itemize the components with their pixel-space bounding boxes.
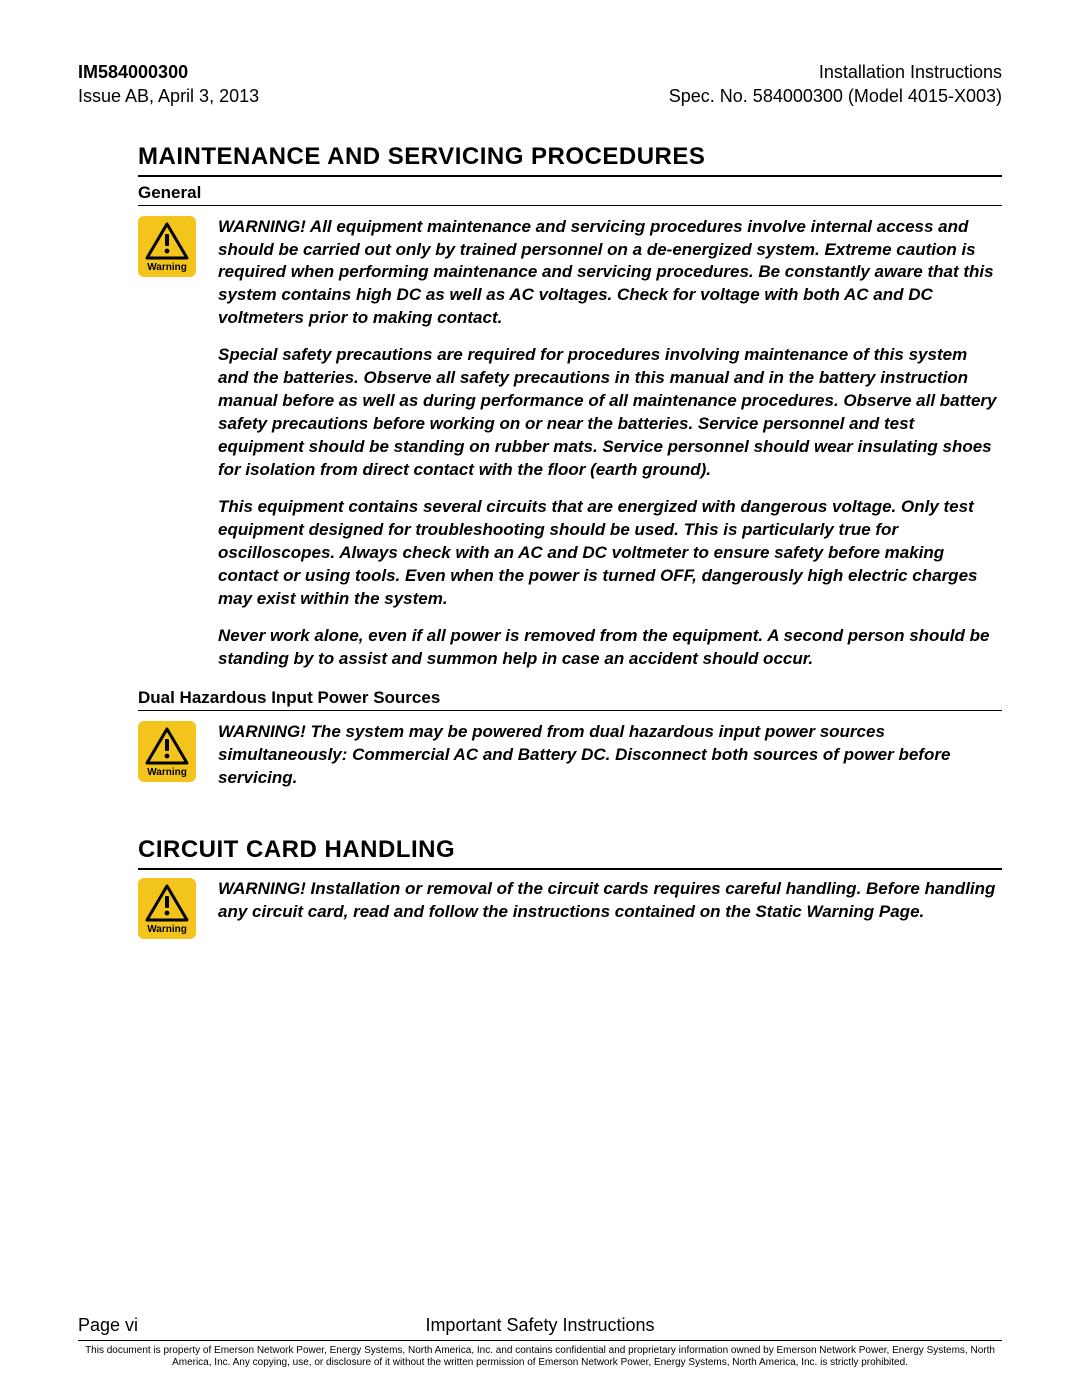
warning-paragraph: Special safety precautions are required … (218, 344, 1002, 482)
header-left: IM584000300 Issue AB, April 3, 2013 (78, 60, 259, 109)
warning-icon-column: Warning (138, 878, 212, 939)
footer-center: Important Safety Instructions (338, 1315, 742, 1336)
warning-icon: Warning (138, 878, 196, 939)
warning-icon: Warning (138, 216, 196, 277)
header-right: Installation Instructions Spec. No. 5840… (669, 60, 1002, 109)
warning-paragraph: This equipment contains several circuits… (218, 496, 1002, 611)
warning-paragraph: WARNING! Installation or removal of the … (218, 878, 1002, 924)
warning-label: Warning (147, 924, 187, 935)
spec-number: Spec. No. 584000300 (Model 4015-X003) (669, 84, 1002, 108)
section-rule (138, 175, 1002, 177)
warning-paragraph: Never work alone, even if all power is r… (218, 625, 1002, 671)
warning-icon: Warning (138, 721, 196, 782)
warning-text: WARNING! All equipment maintenance and s… (212, 216, 1002, 685)
section-title-circuit: CIRCUIT CARD HANDLING (138, 836, 1002, 864)
warning-label: Warning (147, 262, 187, 273)
warning-block-dual: Warning WARNING! The system may be power… (138, 721, 1002, 804)
document-page: IM584000300 Issue AB, April 3, 2013 Inst… (0, 0, 1080, 1397)
page-number: Page vi (78, 1315, 338, 1336)
footer-legal: This document is property of Emerson Net… (78, 1345, 1002, 1369)
page-footer: Page vi Important Safety Instructions Th… (78, 1315, 1002, 1369)
warning-label: Warning (147, 767, 187, 778)
issue-date: Issue AB, April 3, 2013 (78, 84, 259, 108)
doc-type: Installation Instructions (669, 60, 1002, 84)
footer-top-row: Page vi Important Safety Instructions (78, 1315, 1002, 1341)
warning-block-general: Warning WARNING! All equipment maintenan… (138, 216, 1002, 685)
warning-block-circuit: Warning WARNING! Installation or removal… (138, 878, 1002, 939)
subhead-dual-hazardous: Dual Hazardous Input Power Sources (138, 688, 1002, 708)
section-title-maintenance: MAINTENANCE AND SERVICING PROCEDURES (138, 143, 1002, 171)
subhead-general: General (138, 183, 1002, 203)
warning-paragraph: WARNING! The system may be powered from … (218, 721, 1002, 790)
doc-code: IM584000300 (78, 60, 259, 84)
subhead-rule (138, 205, 1002, 206)
section-rule (138, 868, 1002, 870)
warning-text: WARNING! Installation or removal of the … (212, 878, 1002, 939)
warning-icon-column: Warning (138, 216, 212, 685)
warning-paragraph: WARNING! All equipment maintenance and s… (218, 216, 1002, 331)
warning-text: WARNING! The system may be powered from … (212, 721, 1002, 804)
subhead-rule (138, 710, 1002, 711)
warning-icon-column: Warning (138, 721, 212, 804)
page-header: IM584000300 Issue AB, April 3, 2013 Inst… (78, 60, 1002, 109)
